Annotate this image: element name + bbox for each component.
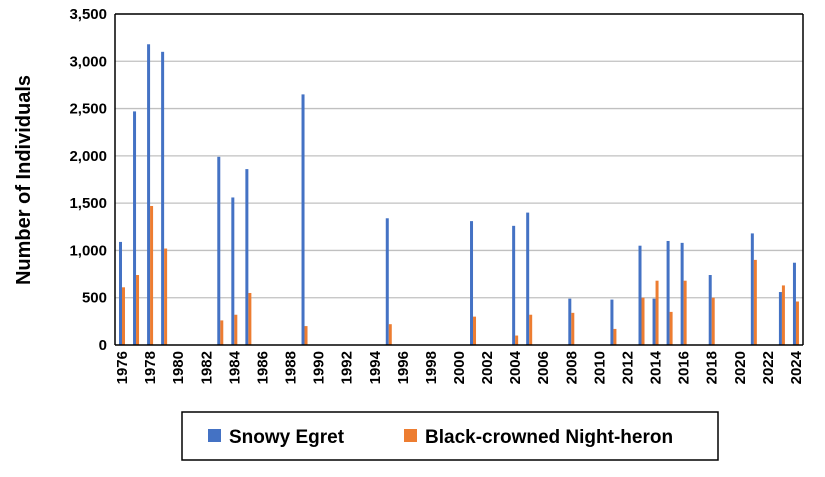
bar-black-crowned-night-heron [515, 335, 519, 345]
bar-snowy-egret [666, 240, 670, 345]
bar-black-crowned-night-heron [613, 328, 617, 345]
bar-snowy-egret [301, 94, 305, 345]
bar-snowy-egret [512, 225, 516, 345]
bar-black-crowned-night-heron [529, 314, 533, 345]
bar-snowy-egret [792, 262, 796, 345]
x-tick-label: 1976 [114, 351, 131, 384]
legend-swatch-black-crowned-night-heron [404, 429, 417, 442]
x-tick-label: 2008 [563, 351, 580, 384]
y-tick-label: 2,000 [69, 148, 107, 165]
y-tick-label: 500 [82, 290, 107, 307]
x-tick-label: 2006 [535, 351, 552, 384]
legend: Snowy Egret Black-crowned Night-heron [181, 411, 719, 461]
x-tick-label: 1996 [395, 351, 412, 384]
x-tick-label: 2010 [591, 351, 608, 384]
bar-snowy-egret [610, 299, 614, 345]
bar-snowy-egret [708, 275, 712, 345]
x-tick-label: 2016 [676, 351, 693, 384]
bar-snowy-egret [231, 197, 235, 345]
y-tick-label: 1,500 [69, 195, 107, 212]
y-tick-label: 2,500 [69, 101, 107, 118]
y-tick-label: 0 [99, 337, 107, 354]
bar-black-crowned-night-heron [571, 312, 575, 345]
bar-snowy-egret [119, 241, 122, 345]
x-tick-label: 1990 [311, 351, 328, 384]
bar-snowy-egret [778, 292, 782, 345]
bar-snowy-egret [470, 221, 474, 345]
bar-black-crowned-night-heron [753, 259, 757, 345]
bar-snowy-egret [217, 156, 221, 345]
x-tick-label: 1980 [170, 351, 187, 384]
x-tick-label: 1982 [198, 351, 215, 384]
axes [114, 13, 804, 346]
bar-snowy-egret [750, 233, 754, 345]
bar-black-crowned-night-heron [641, 297, 645, 345]
x-tick-label: 1986 [254, 351, 271, 384]
x-tick-label: 2018 [704, 351, 721, 384]
x-tick-label: 2014 [648, 350, 665, 384]
x-tick-label: 2012 [619, 351, 636, 384]
x-tick-label: 1988 [283, 351, 300, 384]
x-tick-labels: 1976 1978 1980 1982 1984 1986 1988 1990 1992 1994… [114, 350, 805, 384]
bar-snowy-egret [680, 242, 684, 345]
bar-black-crowned-night-heron [473, 316, 477, 345]
bar-black-crowned-night-heron [781, 285, 785, 345]
bar-black-crowned-night-heron [220, 320, 224, 345]
bar-snowy-egret [638, 245, 642, 345]
x-tick-label: 1994 [367, 350, 384, 384]
x-tick-label: 2024 [788, 350, 805, 384]
bar-snowy-egret [133, 111, 137, 345]
bar-black-crowned-night-heron [388, 324, 392, 345]
bar-snowy-egret [385, 218, 389, 345]
x-tick-label: 1984 [226, 350, 243, 384]
x-tick-label: 1978 [142, 351, 159, 384]
legend-swatch-snowy-egret [208, 429, 221, 442]
legend-label-snowy-egret: Snowy Egret [229, 427, 345, 448]
bar-black-crowned-night-heron [136, 275, 140, 345]
bar-snowy-egret [147, 44, 151, 346]
bars [119, 44, 799, 346]
bar-snowy-egret [161, 51, 165, 345]
bar-black-crowned-night-heron [234, 314, 238, 345]
bar-black-crowned-night-heron [164, 248, 168, 345]
bar-black-crowned-night-heron [711, 297, 715, 345]
bar-black-crowned-night-heron [795, 301, 799, 345]
x-tick-label: 2002 [479, 351, 496, 384]
x-tick-label: 2022 [760, 351, 777, 384]
y-tick-labels: 0 500 1,000 1,500 2,000 2,500 3,000 3,500 [69, 6, 107, 354]
x-tick-label: 2000 [451, 351, 468, 384]
bar-black-crowned-night-heron [122, 287, 125, 345]
legend-box [181, 411, 719, 461]
bar-black-crowned-night-heron [655, 280, 659, 345]
bar-snowy-egret [568, 298, 572, 345]
bar-black-crowned-night-heron [669, 311, 673, 345]
legend-label-black-crowned-night-heron: Black-crowned Night-heron [425, 427, 673, 448]
x-tick-label: 2020 [732, 351, 749, 384]
y-tick-label: 1,000 [69, 242, 107, 259]
bar-black-crowned-night-heron [683, 280, 687, 345]
bar-snowy-egret [245, 169, 249, 345]
bar-black-crowned-night-heron [248, 292, 252, 345]
bar-black-crowned-night-heron [304, 326, 308, 345]
bar-snowy-egret [526, 212, 530, 345]
x-tick-label: 1992 [339, 351, 356, 384]
bar-snowy-egret [652, 298, 656, 345]
y-tick-label: 3,500 [69, 6, 107, 23]
x-tick-label: 1998 [423, 351, 440, 384]
y-axis-title: Number of Individuals [13, 75, 35, 285]
y-tick-label: 3,000 [69, 53, 107, 70]
bar-black-crowned-night-heron [150, 205, 154, 345]
x-tick-label: 2004 [507, 350, 524, 384]
